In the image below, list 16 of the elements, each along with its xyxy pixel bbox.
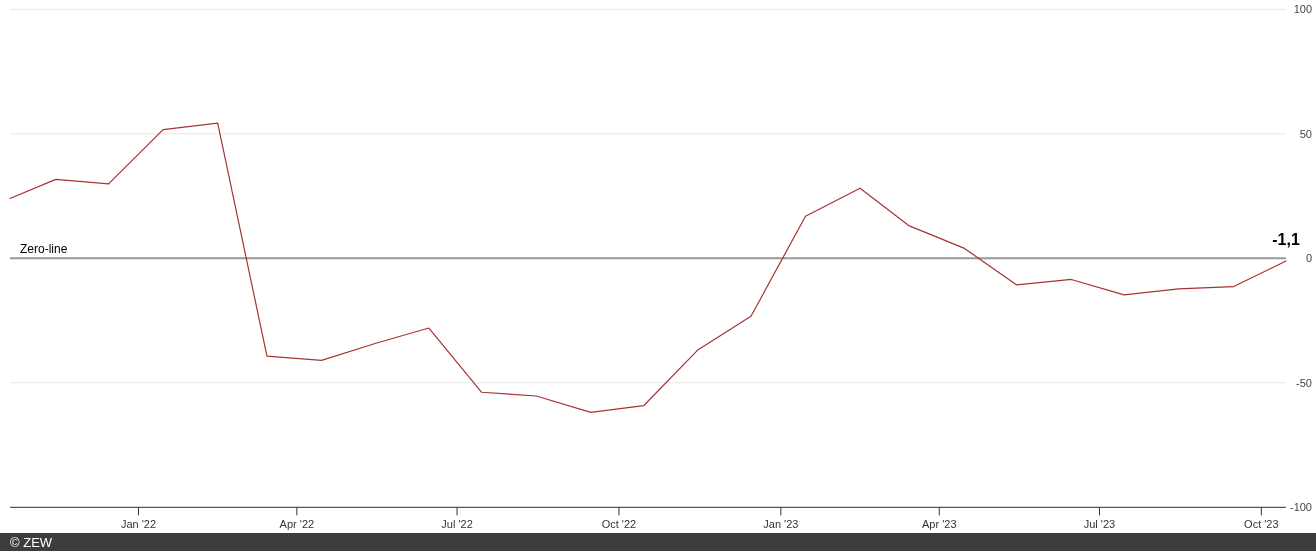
x-tick-label: Oct '22 [601, 518, 637, 531]
y-tick-label: -100 [1289, 501, 1312, 514]
y-tick-label: 50 [1299, 127, 1312, 140]
x-tick-label: Jul '23 [1083, 518, 1116, 531]
x-tick-label: Oct '23 [1244, 518, 1279, 531]
ref-line-label: Zero-line [20, 242, 68, 257]
x-tick-label: Apr '23 [922, 518, 957, 531]
x-tick-label: Jan '23 [763, 518, 799, 531]
x-tick-label: Jul '22 [441, 518, 473, 531]
x-tick-label: Apr '22 [279, 518, 315, 531]
y-tick-label: 100 [1293, 3, 1312, 16]
x-tick-label: Jan '22 [120, 518, 157, 531]
y-tick-label: -50 [1296, 376, 1312, 389]
y-tick-label: 0 [1305, 252, 1312, 265]
data-label: -1,1 [1272, 231, 1300, 249]
text: © ZEW [10, 535, 53, 550]
